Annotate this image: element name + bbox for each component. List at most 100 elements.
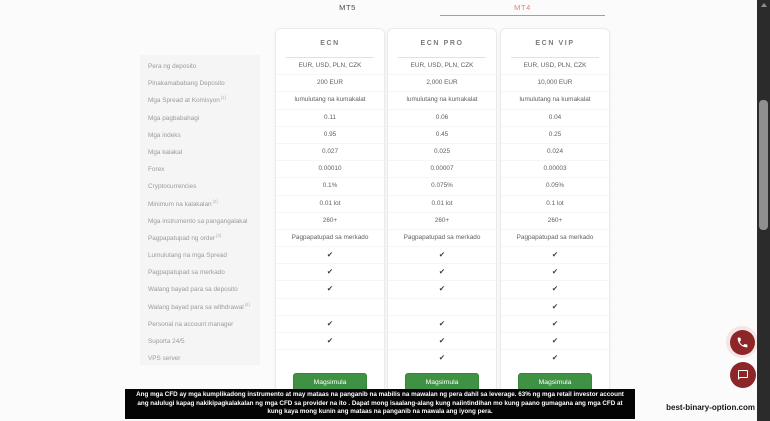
feature-label-row: Walang bayad para sa deposito — [140, 278, 260, 295]
plan-value-cell: lumulutang na kumakalat — [501, 92, 609, 110]
plan-value-cell: 0.075% — [388, 178, 496, 196]
check-icon: ✔ — [276, 247, 384, 265]
feature-label-row: Cryptocurrencies — [140, 175, 260, 192]
plan-value-cell: 0.025 — [388, 144, 496, 162]
plan-value-cell: 0.024 — [501, 144, 609, 162]
plan-value-cell: 260+ — [388, 213, 496, 230]
check-icon: ✔ — [388, 281, 496, 299]
feature-label: VPS server — [148, 355, 181, 363]
feature-label: Suporta 24/5 — [148, 338, 185, 346]
feature-label: Pera ng deposito — [148, 63, 197, 71]
divider — [398, 57, 486, 58]
scrollbar-thumb[interactable] — [759, 100, 768, 230]
check-icon: ✔ — [551, 353, 559, 363]
plan-value-cell — [276, 350, 384, 367]
plan-value-cell — [276, 299, 384, 316]
plan-value-cell: 0.00003 — [501, 161, 609, 179]
plan-values: EUR, USD, PLN, CZK 200 EUR lumulutang na k… — [276, 58, 384, 367]
plan-value-cell: 0.00010 — [276, 161, 384, 179]
feature-label-row: Mga indeks — [140, 124, 260, 141]
tab-mt5[interactable]: MT5 — [339, 3, 356, 12]
feature-label: Pagpapatupad sa merkado — [148, 269, 225, 277]
plan-value-cell: EUR, USD, PLN, CZK — [388, 58, 496, 76]
plan-value-cell: 0.027 — [276, 144, 384, 162]
check-icon: ✔ — [501, 316, 609, 333]
check-icon: ✔ — [501, 333, 609, 351]
plan-value-cell: 0.1% — [276, 178, 384, 196]
plan-value-cell: Pagpapatupad sa merkado — [501, 230, 609, 248]
feature-footnote-marker: [4] — [244, 301, 250, 307]
feature-footnote-marker: [3] — [216, 232, 222, 238]
plan-value-cell: 10,000 EUR — [501, 75, 609, 93]
feature-label: Walang bayad para sa withdrawal — [148, 303, 244, 311]
check-icon: ✔ — [276, 316, 384, 333]
feature-label-row: Minimum na kalakalan[2] — [140, 193, 260, 210]
feature-sidebar: Pera ng deposito Pinakamababang Deposito M… — [140, 55, 260, 365]
check-icon: ✔ — [501, 299, 609, 316]
chat-contact-button[interactable] — [730, 362, 756, 388]
plan-value-cell — [388, 299, 496, 316]
feature-label: Mga pagbabahagi — [148, 114, 200, 122]
feature-label-row: Personal na account manager — [140, 313, 260, 330]
plan-title: ECN PRO — [420, 40, 464, 47]
feature-label-row: Lumulutang na mga Spread — [140, 244, 260, 261]
tab-mt4[interactable]: MT4 — [514, 3, 531, 12]
plan-value-cell: 0.01 lot — [276, 196, 384, 213]
check-icon: ✔ — [501, 247, 609, 265]
feature-label-row: VPS server — [140, 347, 260, 364]
phone-icon — [729, 329, 755, 355]
plan-value-cell: 260+ — [276, 213, 384, 230]
feature-label: Walang bayad para sa deposito — [148, 286, 238, 294]
plan-value-cell: Pagpapatupad sa merkado — [276, 230, 384, 248]
feature-label: Minimum na kalakalan — [148, 200, 212, 208]
feature-label: Forex — [148, 166, 165, 174]
feature-label-row: Walang bayad para sa withdrawal[4] — [140, 296, 260, 313]
check-icon: ✔ — [388, 264, 496, 282]
scroll-up-arrow-icon[interactable] — [760, 3, 767, 7]
plan-value-cell: 0.1 lot — [501, 196, 609, 213]
plan-value-cell: 0.04 — [501, 110, 609, 127]
feature-label-row: Mga pagbabahagi — [140, 107, 260, 124]
plan-value-cell: 0.95 — [276, 127, 384, 144]
plan-value-cell: 0.06 — [388, 110, 496, 127]
feature-label: Mga instrumento sa pangangalakal — [148, 217, 248, 225]
plan-value-cell: 0.01 lot — [388, 196, 496, 213]
start-button-ecn[interactable]: Magsimula — [293, 373, 367, 393]
chat-bubble-icon — [737, 369, 749, 381]
feature-label: Mga kalakal — [148, 149, 183, 157]
feature-footnote-marker: [1] — [220, 95, 226, 101]
plan-value-cell: Pagpapatupad sa merkado — [388, 230, 496, 248]
divider — [286, 57, 374, 58]
plan-value-cell: 0.00007 — [388, 161, 496, 179]
feature-label: Mga Spread at Komisyon — [148, 97, 220, 105]
check-icon: ✔ — [388, 333, 496, 351]
feature-label: Cryptocurrencies — [148, 183, 197, 191]
check-icon: ✔ — [276, 333, 384, 351]
plan-card-ecn-vip: ECN VIP EUR, USD, PLN, CZK 10,000 EUR lumu… — [500, 28, 610, 393]
feature-label: Lumulutang na mga Spread — [148, 252, 227, 260]
feature-label-row: Forex — [140, 158, 260, 175]
check-icon: ✔ — [388, 316, 496, 333]
plan-value-cell: 200 EUR — [276, 75, 384, 93]
check-icon: ✔ — [276, 264, 384, 282]
plan-title: ECN VIP — [535, 40, 575, 47]
feature-footnote-marker: [2] — [212, 198, 218, 204]
plan-value-cell: 0.05% — [501, 178, 609, 196]
phone-contact-button[interactable] — [726, 326, 758, 358]
plan-value-cell: lumulutang na kumakalat — [276, 92, 384, 110]
divider — [511, 57, 599, 58]
check-icon: ✔ — [501, 281, 609, 299]
scrollbar-track[interactable] — [757, 0, 770, 421]
active-tab-underline — [440, 15, 605, 16]
feature-label: Pagpapatupad ng order — [148, 235, 216, 242]
plan-value-cell: EUR, USD, PLN, CZK — [501, 58, 609, 76]
plan-title: ECN — [320, 40, 340, 47]
plan-value-cell: 260+ — [501, 213, 609, 230]
feature-label-row: Pagpapatupad sa merkado — [140, 261, 260, 278]
plan-value-cell: lumulutang na kumakalat — [388, 92, 496, 110]
feature-label-row: Mga instrumento sa pangangalakal — [140, 210, 260, 227]
feature-label-row: Pinakamababang Deposito — [140, 72, 260, 89]
feature-label-row: Pera ng deposito — [140, 55, 260, 72]
plan-value-cell: 0.25 — [501, 127, 609, 144]
